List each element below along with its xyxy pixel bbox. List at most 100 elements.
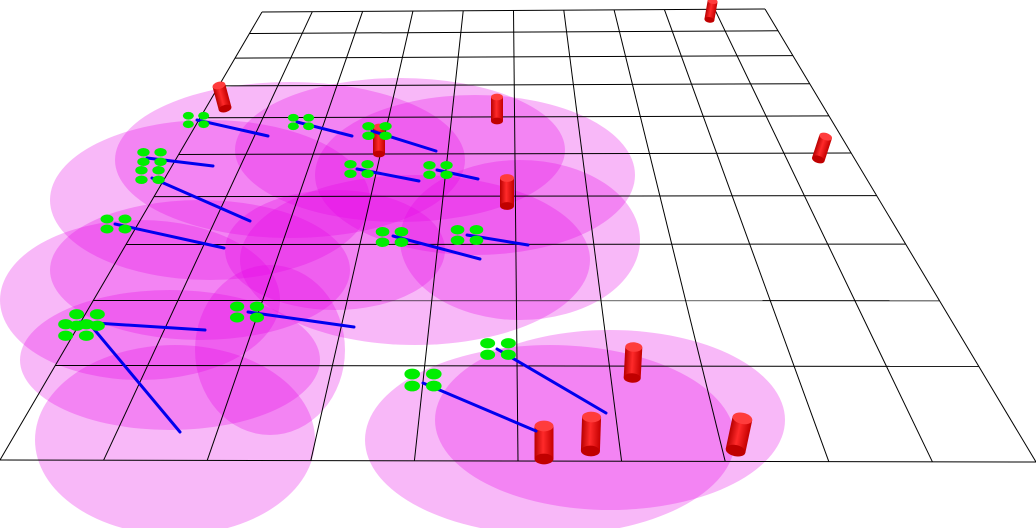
target-pillar [500,174,514,210]
coverage-zone [400,160,640,320]
drone-rotor [480,349,496,360]
drone-rotor [182,111,194,120]
pillar-base [500,202,514,210]
grid-column-line [613,9,726,462]
drone-rotor [137,147,150,157]
drone-rotor [440,160,453,170]
pillar-top [491,93,503,101]
drone-rotor [58,330,74,341]
drone-rotor [135,175,148,185]
drone-rotor [344,159,357,169]
drone-rotor [198,111,210,120]
drone [423,160,453,180]
pillar-body [623,346,643,379]
drone-rotor [152,165,165,175]
drone-rotor [344,169,357,179]
drone-rotor [426,380,442,392]
pillar-body [580,416,602,452]
drone-rotor [182,120,194,129]
target-pillar [534,420,554,465]
drone-rotor [440,170,453,180]
pillar-top [625,342,643,352]
drone-rotor [469,235,484,245]
drone-rotor [500,338,516,349]
drone-rotor [229,301,245,312]
pillar-base [218,104,232,113]
drone-rotor [500,349,516,360]
heading-line [113,222,226,250]
drone-rotor [58,319,74,330]
drone-rotor [361,169,374,179]
heading-line [86,320,182,434]
grid-column-line [103,11,313,461]
coverage-zone [240,175,590,345]
pillar-body [500,178,514,206]
drone-rotor [375,227,390,237]
pillar-body [704,0,718,21]
grid-column-line [413,10,464,461]
heading-line [495,347,608,415]
drone-rotor [137,157,150,167]
coverage-zone [235,78,565,222]
coverage-zone [50,120,370,280]
grid-column-line [206,11,364,461]
drone-rotor [379,131,392,141]
drone-rotor [249,301,265,312]
pillar-base [725,444,746,457]
pillar-top [819,132,832,141]
drone [287,113,315,131]
target-pillar [725,412,753,457]
target-pillar [580,411,602,457]
grid-column-line [563,10,623,462]
heading-line [421,381,538,433]
drone-rotor [287,113,299,122]
drone-rotor [154,147,167,157]
drone [137,147,167,167]
drone [375,227,409,247]
target-pillar [623,342,643,383]
drone [182,111,210,129]
coverage-zone [35,345,315,528]
drone-rotor [426,368,442,380]
drone-rotor [198,120,210,129]
pillar-top [582,411,602,423]
pillar-body [491,97,503,121]
drone-rotor [152,175,165,185]
grid-column-line [663,9,830,462]
pillar-base [580,445,600,457]
drone-rotor [423,160,436,170]
pillar-body [812,134,832,162]
drone [100,214,132,234]
target-pillar [704,0,718,23]
drone-rotor [303,122,315,131]
drone [344,159,374,179]
drone-rotor [78,330,94,341]
drone-rotor [423,170,436,180]
drone-rotor [118,214,132,224]
drone-rotor [303,113,315,122]
drone [229,301,265,323]
drone-rotor [450,225,465,235]
pillar-top [212,81,226,90]
drone-rotor [375,237,390,247]
pillar-body [725,416,753,453]
drone-rotor [450,235,465,245]
target-pillar [212,81,232,113]
heading-line [246,310,356,329]
drone-rotor [78,319,94,330]
drone-rotor [69,309,85,320]
drone-rotor [362,131,375,141]
drone-rotor [361,159,374,169]
drone [135,165,165,185]
drone-rotor [469,225,484,235]
grid-column-line [310,10,414,461]
drone-rotor [394,237,409,247]
drone-rotor [229,312,245,323]
coverage-zones [0,78,785,528]
drone-rotor [100,214,114,224]
pillar-body [212,83,232,111]
target-pillar [812,132,832,164]
drone-rotor [89,309,105,320]
coverage-zone [315,95,635,255]
